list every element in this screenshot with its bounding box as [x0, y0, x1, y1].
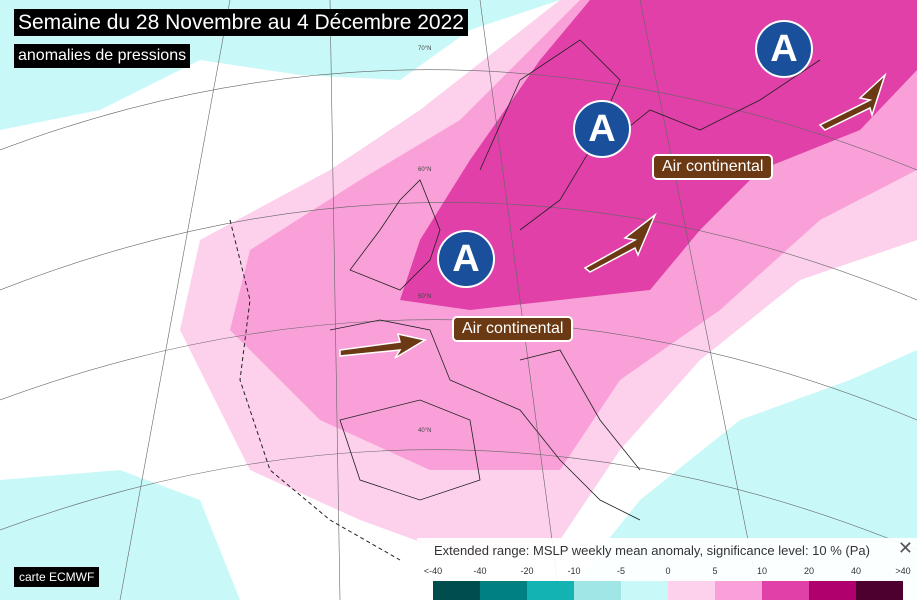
legend-tick: 20	[803, 566, 815, 576]
legend-tick: 40	[850, 566, 862, 576]
latitude-label: 50°N	[418, 294, 432, 300]
legend-swatch	[527, 581, 574, 600]
legend-ticks: <-40 -40 -20 -10 -5 0 5 10 20 40 >40	[417, 566, 917, 578]
map-subtitle: anomalies de pressions	[14, 44, 191, 68]
legend-swatch	[762, 581, 809, 600]
legend-tick: 10	[756, 566, 768, 576]
legend-tick: -10	[567, 566, 581, 576]
latitude-label: 40°N	[418, 428, 432, 434]
legend-title: Extended range: MSLP weekly mean anomaly…	[434, 543, 870, 558]
map-title: Semaine du 28 Novembre au 4 Décembre 202…	[14, 9, 468, 36]
legend-colorbar	[433, 581, 903, 600]
legend-swatch	[480, 581, 527, 600]
legend-tick: -20	[520, 566, 534, 576]
legend-swatch	[809, 581, 856, 600]
legend: Extended range: MSLP weekly mean anomaly…	[417, 538, 917, 600]
continental-air-arrow	[339, 72, 887, 359]
legend-tick: -5	[616, 566, 626, 576]
legend-swatch	[574, 581, 621, 600]
legend-tick: 5	[712, 566, 718, 576]
high-pressure-marker: A	[573, 100, 631, 158]
air-mass-label: Air continental	[452, 316, 574, 342]
close-icon[interactable]: ✕	[897, 538, 913, 558]
latitude-label: 60°N	[418, 167, 432, 173]
legend-tick: -40	[473, 566, 487, 576]
legend-swatch	[621, 581, 668, 600]
air-mass-label: Air continental	[652, 154, 774, 180]
legend-tick: <-40	[423, 566, 443, 576]
high-pressure-marker: A	[437, 230, 495, 288]
negative-anomaly-southeast	[560, 350, 917, 600]
legend-swatch	[433, 581, 480, 600]
legend-swatch	[856, 581, 903, 600]
map-credit: carte ECMWF	[14, 567, 100, 587]
legend-swatch	[715, 581, 762, 600]
legend-tick: 0	[665, 566, 671, 576]
legend-tick: >40	[895, 566, 911, 576]
legend-swatch	[668, 581, 715, 600]
latitude-label: 70°N	[418, 46, 432, 52]
high-pressure-marker: A	[755, 20, 813, 78]
